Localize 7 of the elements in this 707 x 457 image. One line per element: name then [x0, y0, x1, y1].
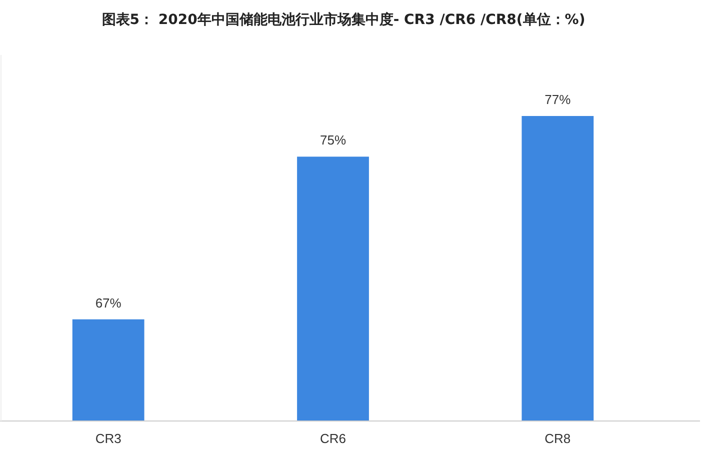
- chart-title: 图表5： 2020年中国储能电池行业市场集中度- CR3 /CR6 /CR8(单位：%): [102, 11, 586, 28]
- x-tick-label: CR6: [320, 431, 346, 446]
- data-label: 77%: [544, 92, 572, 107]
- data-label: 67%: [95, 295, 122, 310]
- x-tick-label: CR8: [544, 431, 571, 446]
- data-label: 75%: [320, 132, 346, 148]
- x-tick-label: CR3: [95, 431, 122, 446]
